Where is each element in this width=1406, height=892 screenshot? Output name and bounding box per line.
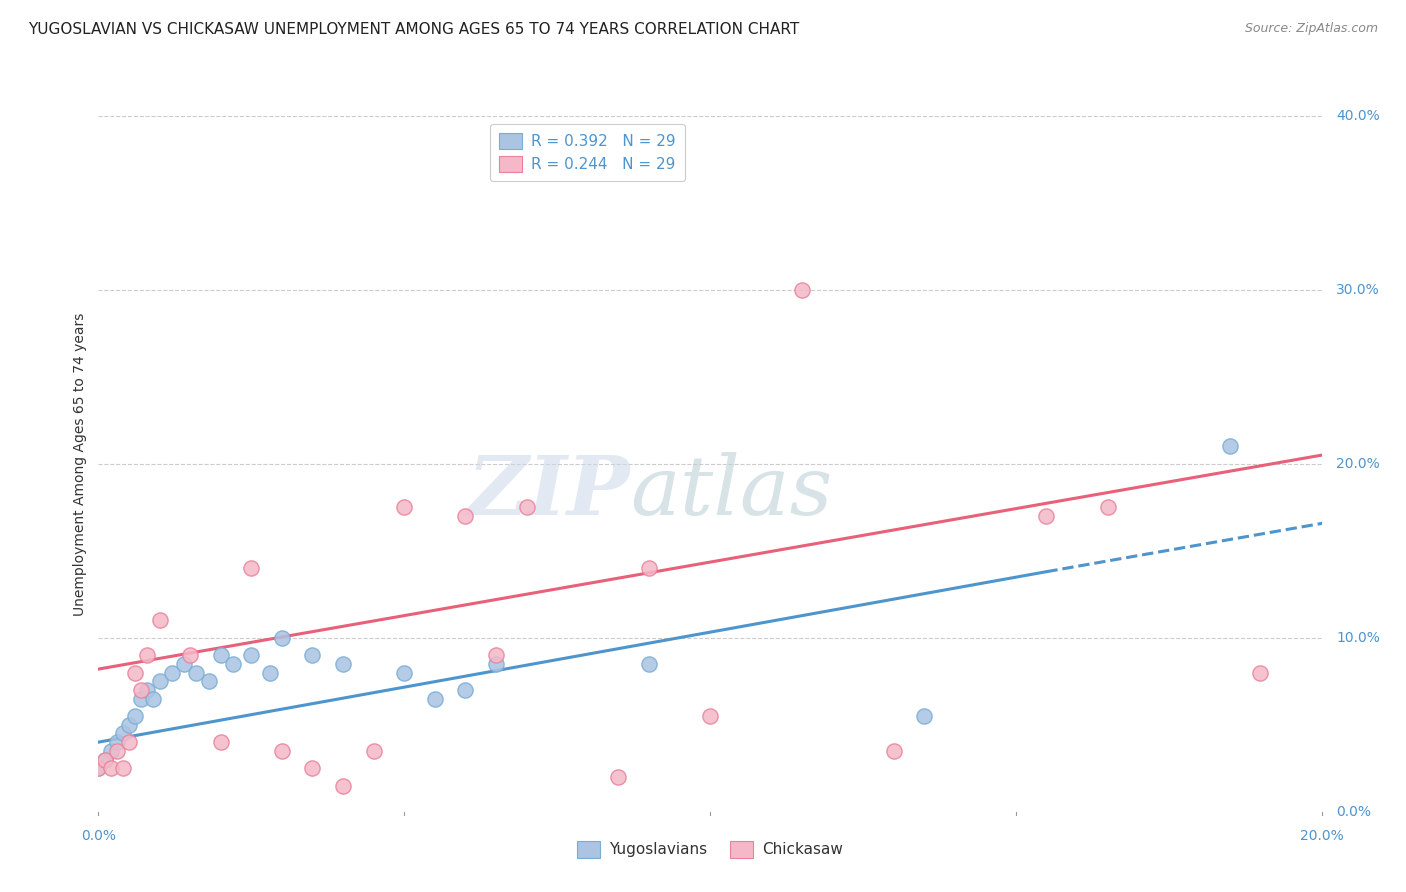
Point	[118, 717, 141, 731]
Point	[699, 709, 721, 723]
Text: 10.0%: 10.0%	[1336, 631, 1381, 645]
Point	[87, 761, 110, 775]
Text: YUGOSLAVIAN VS CHICKASAW UNEMPLOYMENT AMONG AGES 65 TO 74 YEARS CORRELATION CHAR: YUGOSLAVIAN VS CHICKASAW UNEMPLOYMENT AM…	[28, 22, 800, 37]
Point	[240, 561, 263, 575]
Point	[270, 744, 292, 758]
Text: ZIP: ZIP	[468, 451, 630, 532]
Point	[118, 735, 141, 749]
Point	[883, 744, 905, 758]
Point	[1249, 665, 1271, 680]
Point	[93, 753, 115, 767]
Point	[209, 735, 232, 749]
Text: Source: ZipAtlas.com: Source: ZipAtlas.com	[1244, 22, 1378, 36]
Point	[124, 665, 146, 680]
Point	[105, 735, 128, 749]
Point	[105, 744, 128, 758]
Point	[129, 683, 152, 698]
Point	[173, 657, 195, 671]
Point	[100, 761, 122, 775]
Point	[332, 779, 354, 793]
Point	[111, 761, 134, 775]
Point	[1097, 500, 1119, 515]
Point	[209, 648, 232, 662]
Point	[100, 744, 122, 758]
Text: 30.0%: 30.0%	[1336, 283, 1381, 297]
Text: 0.0%: 0.0%	[82, 830, 115, 843]
Point	[240, 648, 263, 662]
Point	[87, 761, 110, 775]
Point	[160, 665, 183, 680]
Point	[149, 674, 172, 689]
Point	[1219, 440, 1241, 454]
Point	[423, 691, 446, 706]
Text: atlas: atlas	[630, 451, 832, 532]
Point	[179, 648, 201, 662]
Point	[301, 648, 323, 662]
Point	[363, 744, 385, 758]
Point	[129, 691, 152, 706]
Point	[136, 648, 159, 662]
Point	[454, 508, 477, 523]
Text: 20.0%: 20.0%	[1336, 457, 1381, 471]
Point	[454, 683, 477, 698]
Point	[912, 709, 935, 723]
Point	[485, 648, 508, 662]
Point	[790, 283, 813, 297]
Point	[301, 761, 323, 775]
Text: 0.0%: 0.0%	[1336, 805, 1371, 819]
Point	[124, 709, 146, 723]
Text: 40.0%: 40.0%	[1336, 109, 1381, 123]
Point	[392, 500, 416, 515]
Point	[637, 657, 661, 671]
Point	[392, 665, 416, 680]
Point	[149, 614, 172, 628]
Point	[136, 683, 159, 698]
Point	[1035, 508, 1057, 523]
Point	[222, 657, 245, 671]
Point	[270, 631, 292, 645]
Y-axis label: Unemployment Among Ages 65 to 74 years: Unemployment Among Ages 65 to 74 years	[73, 312, 87, 615]
Point	[516, 500, 538, 515]
Legend: Yugoslavians, Chickasaw: Yugoslavians, Chickasaw	[568, 831, 852, 867]
Point	[197, 674, 219, 689]
Point	[607, 770, 630, 784]
Point	[111, 726, 134, 740]
Point	[259, 665, 281, 680]
Point	[485, 657, 508, 671]
Point	[93, 753, 115, 767]
Point	[186, 665, 208, 680]
Point	[637, 561, 661, 575]
Point	[332, 657, 354, 671]
Text: 20.0%: 20.0%	[1299, 830, 1344, 843]
Point	[142, 691, 165, 706]
